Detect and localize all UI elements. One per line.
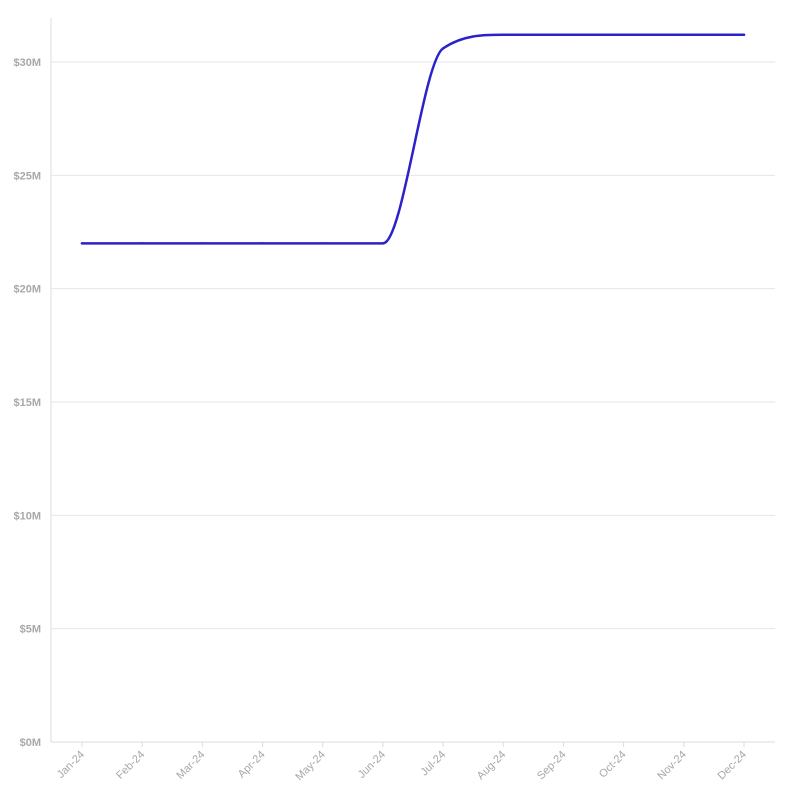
- grid-lines: [51, 61, 775, 630]
- x-tick-label: Oct-24: [597, 749, 629, 781]
- axes: [50, 18, 775, 747]
- x-tick-label: Aug-24: [475, 749, 509, 783]
- y-tick-label: $15M: [13, 397, 41, 409]
- x-tick-label: Jun-24: [356, 749, 388, 781]
- x-tick-label: Jul-24: [419, 749, 449, 779]
- x-tick-label: Jan-24: [55, 749, 87, 781]
- x-tick-label: Dec-24: [716, 749, 750, 783]
- data-point: [140, 242, 144, 245]
- data-point: [441, 47, 445, 50]
- x-axis-tick-labels: Jan-24 Feb-24 Mar-24 Apr-24 May-24 Jun-24 Jul-…: [55, 749, 749, 783]
- data-point: [381, 242, 385, 245]
- series-line: [80, 33, 746, 245]
- y-tick-label: $0M: [20, 737, 41, 749]
- x-tick-label: Sep-24: [535, 749, 569, 783]
- data-point: [321, 242, 324, 245]
- y-axis-tick-labels: $0M $5M $10M $15M $20M $25M $30M: [13, 57, 41, 749]
- data-point: [562, 33, 565, 36]
- data-point: [201, 242, 204, 245]
- data-point: [622, 33, 625, 36]
- data-point: [682, 33, 686, 36]
- data-points: [80, 33, 746, 245]
- y-tick-label: $10M: [13, 510, 41, 522]
- x-tick-label: Mar-24: [174, 749, 207, 782]
- y-tick-label: $5M: [20, 624, 41, 636]
- data-point: [80, 242, 84, 245]
- data-point: [502, 33, 505, 36]
- y-tick-label: $30M: [13, 57, 41, 69]
- x-tick-label: Apr-24: [236, 749, 268, 781]
- x-tick-label: Feb-24: [114, 749, 147, 782]
- y-tick-label: $25M: [13, 170, 41, 182]
- data-point: [261, 242, 264, 245]
- x-tick-label: May-24: [293, 749, 327, 783]
- x-tick-label: Nov-24: [655, 749, 689, 783]
- data-point: [742, 33, 746, 36]
- series-layer: [80, 33, 746, 245]
- y-tick-label: $20M: [13, 284, 41, 296]
